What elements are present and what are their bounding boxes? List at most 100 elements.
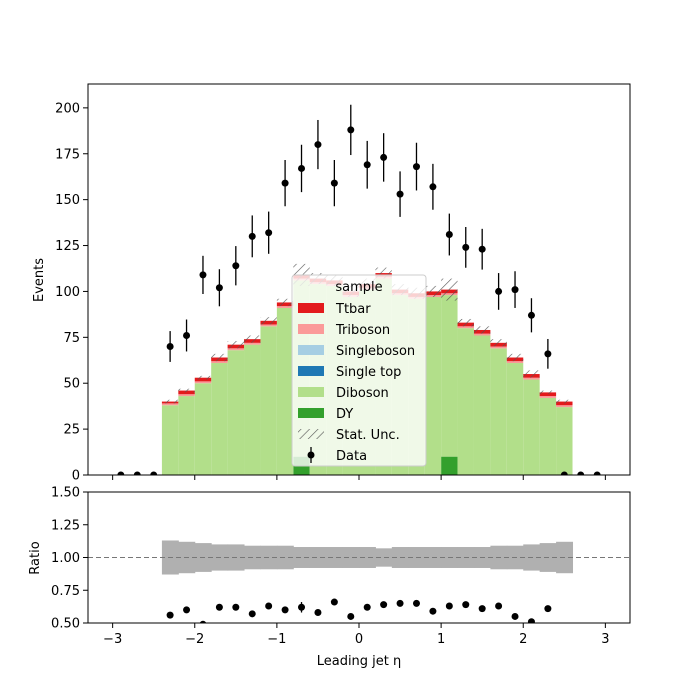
data-point [133, 471, 141, 475]
ratio-point [445, 602, 453, 610]
legend-item: Triboson [298, 323, 390, 338]
bar [441, 456, 458, 475]
ratio-band-bin [359, 547, 376, 568]
legend-swatch [298, 324, 324, 334]
bar [490, 348, 507, 475]
ratio-point [347, 612, 355, 620]
ratio-point [330, 598, 338, 606]
y-tick-label: 75 [63, 331, 80, 346]
bar [260, 324, 277, 327]
x-tick-label: −1 [267, 632, 286, 647]
bar [178, 396, 195, 475]
ratio-point [544, 605, 552, 613]
y-tick-label: 150 [55, 193, 80, 208]
stat-unc-bin [227, 340, 245, 349]
ratio-point [265, 602, 273, 610]
ratio-band-bin [326, 547, 344, 568]
bar [227, 348, 245, 351]
ratio-plot-panel: 0.50 0.75 1.00 1.25 1.50 −3 −2 −1 0 1 2 3 Ratio Le… [28, 486, 631, 669]
legend-swatch-marker [307, 451, 315, 459]
data-point [314, 141, 322, 149]
legend-label: Diboson [336, 386, 389, 401]
data-point [445, 231, 453, 239]
bar [441, 295, 458, 457]
ratio-y-axis-label: Ratio [28, 541, 43, 574]
legend-item: Single top [298, 365, 401, 380]
y-tick-label: 200 [55, 101, 80, 116]
ratio-point [380, 601, 388, 609]
ratio-point [166, 611, 174, 619]
legend-item: Data [307, 447, 367, 464]
ratio-band-bin [276, 545, 294, 570]
legend-item: Singleboson [298, 344, 415, 359]
ratio-point [248, 610, 256, 618]
ratio-point [298, 603, 306, 611]
ratio-point [183, 606, 191, 614]
bar [194, 381, 212, 384]
bar [490, 346, 507, 349]
bar [260, 326, 277, 475]
bar [506, 361, 524, 364]
stat-unc-bin [276, 298, 294, 307]
legend-swatch [298, 345, 324, 355]
stat-unc-bin [260, 317, 277, 325]
legend-swatch [298, 366, 324, 376]
ratio-points [166, 598, 552, 623]
ratio-point [232, 603, 240, 611]
ratio-y-tick-label: 0.50 [51, 617, 80, 632]
legend-label: Ttbar [335, 302, 371, 317]
data-points [117, 104, 601, 475]
ratio-point [314, 609, 322, 617]
stat-unc-bin [244, 335, 261, 343]
y-tick-label: 0 [72, 469, 80, 484]
data-point [412, 163, 420, 171]
data-point [150, 471, 158, 475]
bar [506, 363, 524, 475]
legend-label: DY [336, 407, 353, 422]
stat-unc-bin [523, 370, 540, 378]
stat-unc-bin [375, 267, 392, 279]
data-point [478, 245, 486, 253]
y-tick-label: 100 [55, 285, 80, 300]
bar [457, 328, 474, 475]
legend-item: Stat. Unc. [298, 428, 400, 443]
bar [539, 397, 557, 475]
bar [194, 383, 212, 475]
data-point [215, 284, 223, 292]
stat-unc-bin [457, 318, 474, 327]
ratio-y-tick-label: 1.00 [51, 551, 80, 566]
bar [457, 326, 474, 329]
bar [276, 306, 294, 308]
legend-swatch [298, 408, 324, 418]
data-point [199, 271, 207, 279]
bar [424, 296, 442, 475]
bar [161, 403, 179, 406]
bar [523, 379, 540, 475]
bar [211, 361, 228, 364]
bar [194, 377, 212, 382]
y-tick-label: 25 [63, 423, 80, 438]
ratio-band-bin [293, 547, 311, 568]
legend-label: Triboson [335, 323, 390, 338]
legend-label: Single top [336, 365, 401, 380]
x-tick-label: 0 [355, 632, 363, 647]
bar [556, 405, 573, 408]
x-tick-label: −2 [185, 632, 204, 647]
data-point [380, 153, 388, 161]
stat-unc-bin [539, 390, 557, 395]
legend-label: Singleboson [336, 344, 415, 359]
bar [539, 396, 557, 398]
x-tick-label: 1 [437, 632, 445, 647]
data-point [347, 126, 355, 134]
bar [161, 405, 179, 475]
data-point [429, 183, 437, 191]
data-point [281, 179, 289, 187]
bar [244, 344, 261, 475]
bar [211, 363, 228, 475]
data-point [396, 190, 404, 198]
stat-unc-bin [194, 375, 212, 380]
data-point [298, 164, 306, 172]
data-point [248, 232, 256, 240]
data-point [560, 471, 568, 475]
